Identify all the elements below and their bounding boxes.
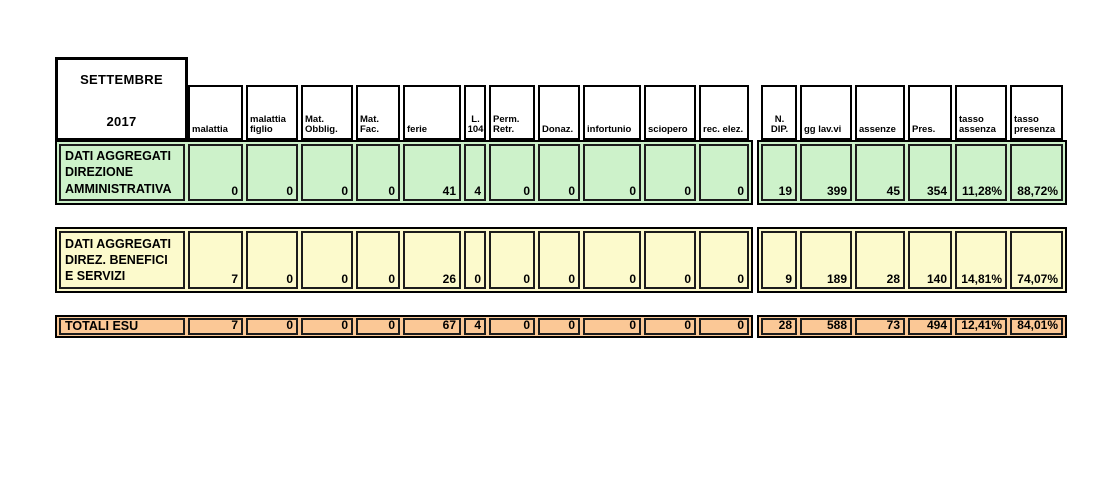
col-header-assenze: assenze xyxy=(855,85,905,140)
value-cell: 9 xyxy=(761,231,797,289)
row-benefici-e-servizi: DATI AGGREGATI DIREZ. BENEFICI E SERVIZI… xyxy=(55,227,1067,293)
row-block-summary: 9 189 28 140 14,81% 74,07% xyxy=(757,227,1067,293)
value-cell: 4 xyxy=(464,144,486,201)
value-cell: 7 xyxy=(188,318,243,335)
value-cell: 41 xyxy=(403,144,461,201)
value-cell: 0 xyxy=(246,231,298,289)
col-header-sciopero: sciopero xyxy=(644,85,696,140)
col-header-pres: Pres. xyxy=(908,85,952,140)
col-header-tasso-presenza: tasso presenza xyxy=(1010,85,1063,140)
value-cell: 0 xyxy=(583,231,641,289)
col-header-rec-elez: rec. elez. xyxy=(699,85,749,140)
row-label: DATI AGGREGATI DIREZIONE AMMINISTRATIVA xyxy=(59,144,185,201)
value-cell: 494 xyxy=(908,318,952,335)
col-header-mat-fac: Mat. Fac. xyxy=(356,85,400,140)
header-group-gap xyxy=(749,85,761,140)
row-totali-esu: TOTALI ESU 7 0 0 0 67 4 0 0 0 0 0 28 588… xyxy=(55,315,1067,338)
col-header-malattia-figlio: malattia figlio xyxy=(246,85,298,140)
value-cell: 19 xyxy=(761,144,797,201)
value-cell: 0 xyxy=(489,144,535,201)
col-header-ferie: ferie xyxy=(403,85,461,140)
value-cell: 0 xyxy=(356,231,400,289)
value-cell: 11,28% xyxy=(955,144,1007,201)
col-header-perm-retr: Perm. Retr. xyxy=(489,85,535,140)
value-cell: 0 xyxy=(699,318,749,335)
value-cell: 0 xyxy=(699,231,749,289)
value-cell: 0 xyxy=(583,144,641,201)
value-cell: 189 xyxy=(800,231,852,289)
period-year: 2017 xyxy=(106,114,137,129)
row-block-summary: 28 588 73 494 12,41% 84,01% xyxy=(757,315,1067,338)
value-cell: 88,72% xyxy=(1010,144,1063,201)
value-cell: 45 xyxy=(855,144,905,201)
row-block-summary: 19 399 45 354 11,28% 88,72% xyxy=(757,140,1067,205)
value-cell: 0 xyxy=(644,318,696,335)
value-cell: 12,41% xyxy=(955,318,1007,335)
value-cell: 7 xyxy=(188,231,243,289)
period-month: SETTEMBRE xyxy=(80,72,163,87)
value-cell: 588 xyxy=(800,318,852,335)
value-cell: 74,07% xyxy=(1010,231,1063,289)
value-cell: 354 xyxy=(908,144,952,201)
col-header-donaz: Donaz. xyxy=(538,85,580,140)
value-cell: 0 xyxy=(301,144,353,201)
value-cell: 0 xyxy=(489,231,535,289)
value-cell: 0 xyxy=(644,144,696,201)
value-cell: 0 xyxy=(301,231,353,289)
value-cell: 0 xyxy=(583,318,641,335)
col-header-l-104: L. 104 xyxy=(464,85,486,140)
value-cell: 0 xyxy=(538,144,580,201)
value-cell: 84,01% xyxy=(1010,318,1063,335)
col-header-n-dip: N. DIP. xyxy=(761,85,797,140)
value-cell: 4 xyxy=(464,318,486,335)
value-cell: 14,81% xyxy=(955,231,1007,289)
header-group-absence-types: malattia malattia figlio Mat. Obblig. Ma… xyxy=(188,85,749,140)
value-cell: 0 xyxy=(356,144,400,201)
row-block-absence-types: DATI AGGREGATI DIREZ. BENEFICI E SERVIZI… xyxy=(55,227,753,293)
value-cell: 0 xyxy=(644,231,696,289)
col-header-gg-lavvi: gg lav.vi xyxy=(800,85,852,140)
value-cell: 28 xyxy=(855,231,905,289)
header-group-summary: N. DIP. gg lav.vi assenze Pres. tasso as… xyxy=(761,85,1063,140)
column-header-row: malattia malattia figlio Mat. Obblig. Ma… xyxy=(188,85,1063,140)
period-box: SETTEMBRE 2017 xyxy=(55,57,188,141)
row-block-absence-types: DATI AGGREGATI DIREZIONE AMMINISTRATIVA … xyxy=(55,140,753,205)
value-cell: 0 xyxy=(538,231,580,289)
value-cell: 0 xyxy=(301,318,353,335)
col-header-malattia: malattia xyxy=(188,85,243,140)
value-cell: 399 xyxy=(800,144,852,201)
value-cell: 0 xyxy=(356,318,400,335)
row-block-absence-types: TOTALI ESU 7 0 0 0 67 4 0 0 0 0 0 xyxy=(55,315,753,338)
col-header-infortunio: infortunio xyxy=(583,85,641,140)
value-cell: 0 xyxy=(464,231,486,289)
col-header-tasso-assenza: tasso assenza xyxy=(955,85,1007,140)
col-header-mat-obblig: Mat. Obblig. xyxy=(301,85,353,140)
row-direzione-amministrativa: DATI AGGREGATI DIREZIONE AMMINISTRATIVA … xyxy=(55,140,1067,205)
value-cell: 0 xyxy=(246,144,298,201)
value-cell: 26 xyxy=(403,231,461,289)
row-label: TOTALI ESU xyxy=(59,318,185,335)
value-cell: 67 xyxy=(403,318,461,335)
value-cell: 140 xyxy=(908,231,952,289)
value-cell: 73 xyxy=(855,318,905,335)
value-cell: 0 xyxy=(246,318,298,335)
value-cell: 0 xyxy=(188,144,243,201)
value-cell: 28 xyxy=(761,318,797,335)
value-cell: 0 xyxy=(489,318,535,335)
value-cell: 0 xyxy=(699,144,749,201)
row-label: DATI AGGREGATI DIREZ. BENEFICI E SERVIZI xyxy=(59,231,185,289)
value-cell: 0 xyxy=(538,318,580,335)
